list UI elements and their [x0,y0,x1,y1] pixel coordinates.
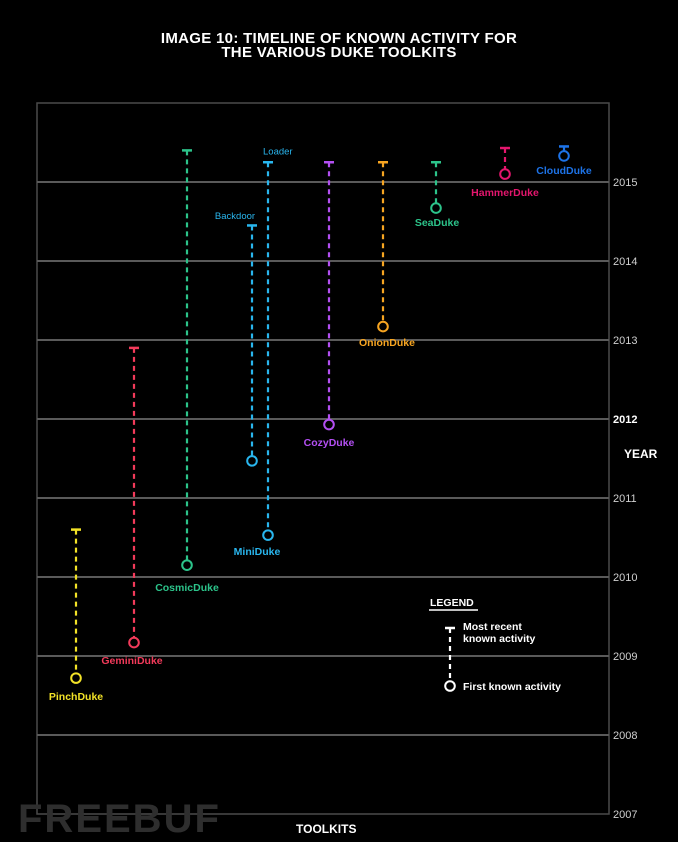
y-tick-label-2014: 2014 [613,256,637,268]
x-axis-title: TOOLKITS [296,822,357,836]
pinchduke-first-known-marker [70,672,82,684]
y-tick-label-2009: 2009 [613,651,637,663]
watermark: FREEBUF [18,797,221,841]
hammerduke-label: HammerDuke [471,187,539,199]
backdoor-first-known-marker [246,455,258,467]
y-tick-label-2010: 2010 [613,572,637,584]
onionduke-label: OnionDuke [359,337,415,349]
y-tick-label-2015: 2015 [613,177,637,189]
cosmicduke-label: CosmicDuke [155,582,219,594]
cozyduke-label: CozyDuke [304,437,355,449]
miniduke-label: MiniDuke [234,546,281,558]
legend-first-known-label: First known activity [463,681,561,693]
legend-most-recent-label-line2: known activity [463,633,536,645]
legend-most-recent-label-line1: Most recent [463,621,522,633]
y-tick-label-2007: 2007 [613,809,637,821]
y-axis-title: YEAR [624,447,658,461]
y-tick-label-2012: 2012 [613,414,637,426]
plot-frame [36,102,610,815]
cloudduke-first-known-marker [558,150,570,162]
legend-first-known-marker [444,680,456,692]
y-tick-label-2008: 2008 [613,730,637,742]
miniduke-first-known-marker [262,529,274,541]
hammerduke-first-known-marker [499,168,511,180]
cloudduke-label: CloudDuke [536,165,592,177]
legend-title: LEGEND [430,597,474,609]
onionduke-first-known-marker [377,320,389,333]
geminiduke-label: GeminiDuke [101,655,162,667]
pinchduke-label: PinchDuke [49,691,103,703]
cozyduke-first-known-marker [323,418,335,431]
y-tick-label-2013: 2013 [613,335,637,347]
seaduke-first-known-marker [430,202,442,214]
cosmicduke-first-known-marker [181,559,193,571]
y-tick-label-2011: 2011 [613,493,637,505]
backdoor-label: Backdoor [215,211,255,222]
chart-title-line2: THE VARIOUS DUKE TOOLKITS [221,44,457,61]
miniduke-loader-label: Loader [263,146,293,157]
chart-title-line1: IMAGE 10: TIMELINE OF KNOWN ACTIVITY FOR [160,30,518,47]
geminiduke-first-known-marker [128,636,140,649]
seaduke-label: SeaDuke [415,217,460,229]
